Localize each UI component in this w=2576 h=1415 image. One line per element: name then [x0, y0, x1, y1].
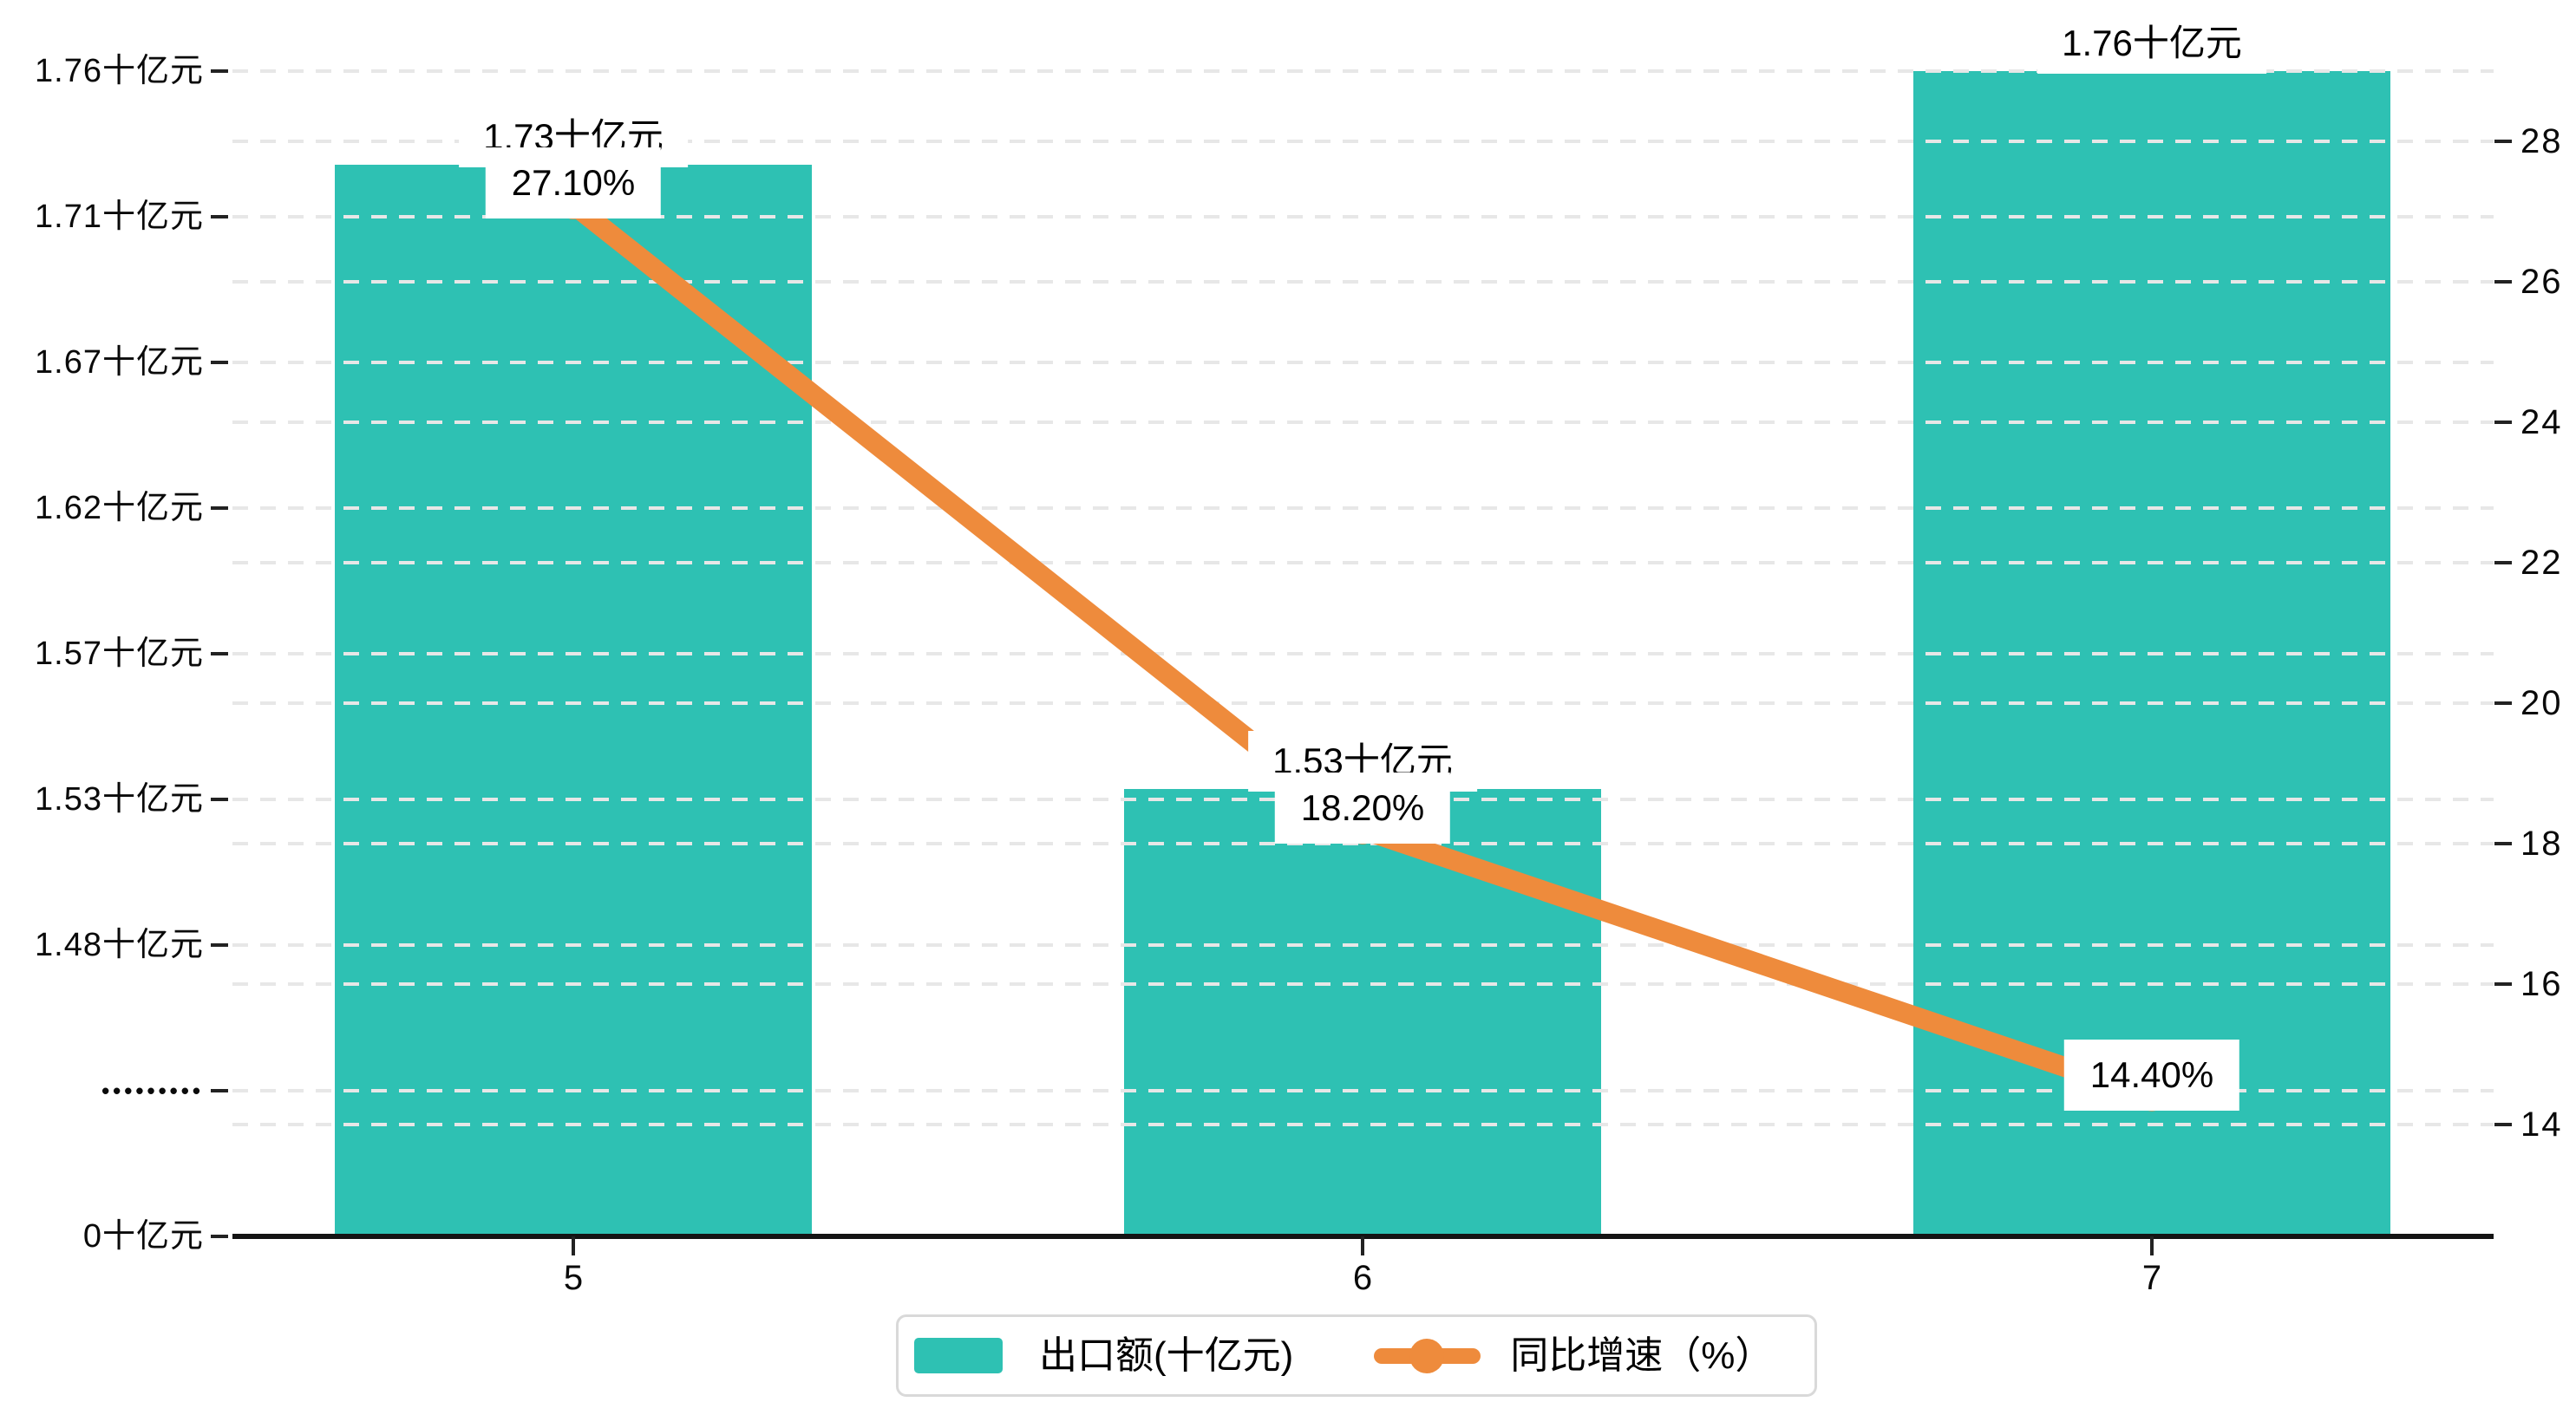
right-axis-tick — [2494, 140, 2512, 143]
x-axis-label-month-7: 7 — [2141, 1259, 2162, 1297]
left-axis-label: 1.48十亿元 — [35, 927, 204, 963]
left-axis-tick — [211, 215, 228, 218]
gridline-right-14 — [232, 1123, 2494, 1126]
left-axis-label: 0十亿元 — [82, 1218, 204, 1255]
x-axis-label-month-6: 6 — [1352, 1259, 1373, 1297]
left-axis-tick — [211, 1235, 228, 1238]
left-axis-tick — [211, 652, 228, 655]
growth-value-label: 18.20% — [1274, 772, 1451, 844]
right-axis-tick — [2494, 561, 2512, 564]
bar-month-6[interactable] — [1124, 789, 1601, 1236]
gridline-left-1.76十亿元 — [232, 69, 2494, 73]
gridline-left-1.62十亿元 — [232, 506, 2494, 510]
left-axis-label: 1.62十亿元 — [35, 490, 204, 526]
left-axis-label: 1.76十亿元 — [35, 53, 204, 89]
legend-label-export: 出口额(十亿元) — [1039, 1333, 1294, 1377]
gridline-left-1.71十亿元 — [232, 215, 2494, 218]
legend: 出口额(十亿元) 同比增速（%） — [896, 1314, 1817, 1397]
growth-value-label: 27.10% — [485, 147, 662, 218]
gridline-left-••••••••• — [232, 1089, 2494, 1092]
left-axis-break-dots: ••••••••• — [101, 1078, 204, 1104]
x-axis-tick — [572, 1236, 575, 1255]
legend-item-growth-line[interactable]: 同比增速（%） — [1374, 1333, 1774, 1377]
right-axis-tick — [2494, 1123, 2512, 1126]
right-axis-tick — [2494, 421, 2512, 424]
gridline-left-1.48十亿元 — [232, 943, 2494, 947]
gridline-right-28 — [232, 140, 2494, 143]
legend-item-export-bar[interactable]: 出口额(十亿元) — [914, 1333, 1294, 1377]
legend-bar-swatch-icon — [914, 1338, 1003, 1373]
right-axis-tick — [2494, 842, 2512, 845]
right-axis-tick — [2494, 280, 2512, 284]
left-axis-tick — [211, 798, 228, 801]
gridline-right-24 — [232, 421, 2494, 424]
left-axis-label: 1.71十亿元 — [35, 199, 204, 235]
gridline-left-1.57十亿元 — [232, 652, 2494, 655]
growth-value-label: 14.40% — [2063, 1039, 2240, 1111]
right-axis-label: 14 — [2520, 1105, 2563, 1144]
right-axis-label: 24 — [2520, 403, 2563, 441]
gridline-right-22 — [232, 561, 2494, 564]
left-axis-label: 1.57十亿元 — [35, 636, 204, 672]
left-axis-tick — [211, 361, 228, 364]
right-axis-label: 22 — [2520, 544, 2563, 582]
legend-label-growth: 同比增速（%） — [1510, 1333, 1774, 1377]
bar-month-5[interactable] — [335, 165, 812, 1236]
gridline-right-16 — [232, 982, 2494, 986]
right-axis-label: 16 — [2520, 965, 2563, 1003]
left-axis-label: 1.53十亿元 — [35, 781, 204, 818]
right-axis-tick — [2494, 982, 2512, 986]
left-axis-label: 1.67十亿元 — [35, 344, 204, 381]
x-axis-tick — [2150, 1236, 2154, 1255]
gridline-right-20 — [232, 701, 2494, 705]
right-axis-label: 28 — [2520, 122, 2563, 160]
bar-value-label: 1.76十亿元 — [2037, 13, 2266, 74]
gridline-left-1.67十亿元 — [232, 361, 2494, 364]
left-axis-tick — [211, 943, 228, 947]
gridline-right-26 — [232, 280, 2494, 284]
right-axis-label: 26 — [2520, 263, 2563, 301]
legend-line-marker-icon — [1374, 1338, 1481, 1373]
right-axis-label: 18 — [2520, 825, 2563, 863]
right-axis-label: 20 — [2520, 684, 2563, 722]
left-axis-tick — [211, 69, 228, 73]
left-axis-tick — [211, 506, 228, 510]
x-axis-tick — [1361, 1236, 1364, 1255]
x-axis-label-month-5: 5 — [563, 1259, 584, 1297]
right-axis-tick — [2494, 701, 2512, 705]
left-axis-tick — [211, 1089, 228, 1092]
